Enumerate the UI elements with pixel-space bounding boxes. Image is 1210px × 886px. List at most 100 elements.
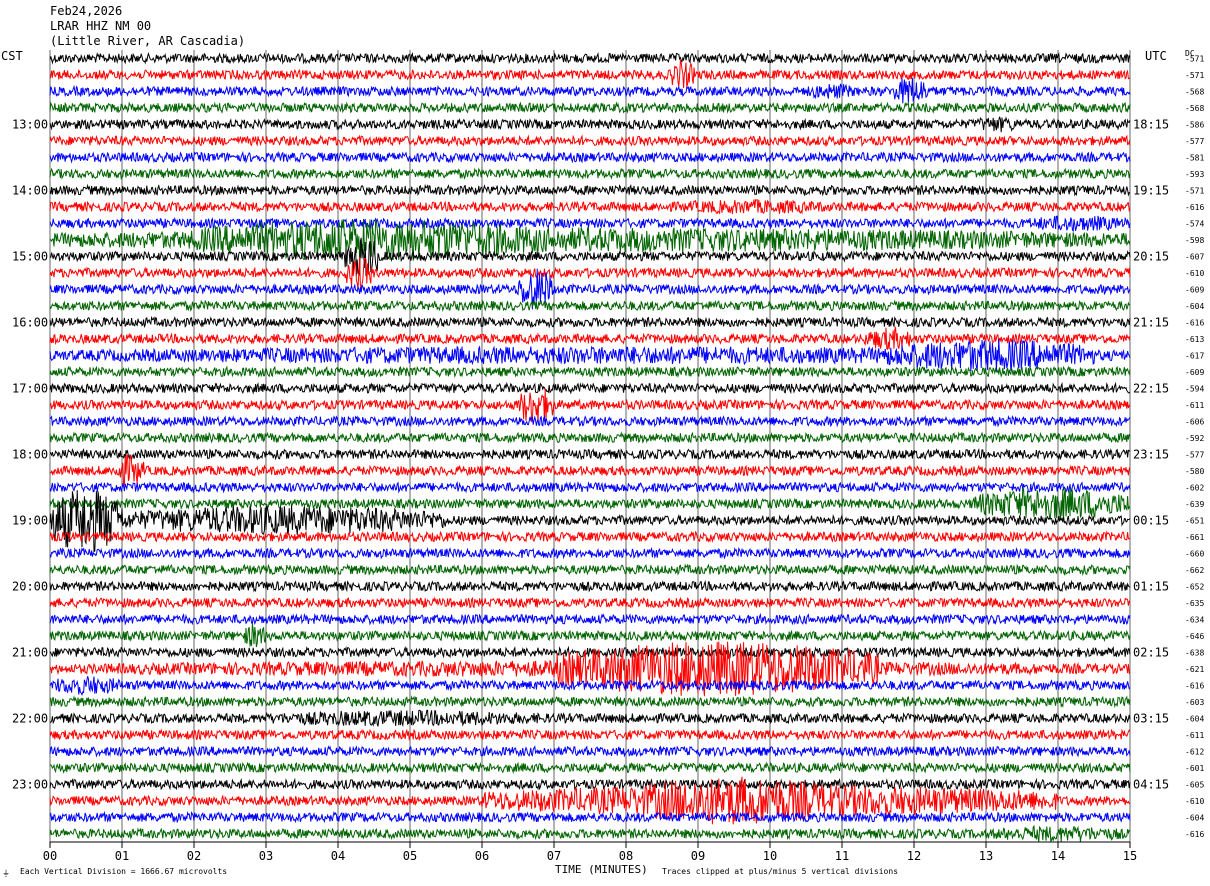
x-axis-title: TIME (MINUTES): [555, 863, 648, 876]
seismic-trace: [49, 709, 1131, 728]
dc-offset-label: -638: [1185, 648, 1204, 657]
x-tick-label: 06: [475, 849, 489, 863]
seismic-trace: [49, 447, 1131, 461]
clipping-note: Traces clipped at plus/minus 5 vertical …: [662, 867, 899, 876]
seismic-trace: [49, 365, 1131, 379]
dc-offset-label: -568: [1185, 104, 1204, 113]
seismic-trace: [49, 676, 1131, 696]
x-tick-label: 15: [1123, 849, 1137, 863]
seismic-trace: [49, 563, 1131, 577]
local-hour-label: 21:00: [12, 645, 48, 659]
x-tick-label: 05: [403, 849, 417, 863]
seismic-trace: [49, 431, 1131, 444]
local-hour-label: 15:00: [12, 249, 48, 263]
seismic-trace: [49, 315, 1131, 329]
seismic-trace: [49, 215, 1131, 233]
utc-hour-label: 02:15: [1133, 645, 1169, 659]
utc-hour-label: 00:15: [1133, 513, 1169, 527]
seismic-trace: [49, 695, 1131, 709]
dc-offset-label: -639: [1185, 500, 1204, 509]
seismic-trace: [49, 728, 1131, 742]
seismic-trace: [49, 623, 1131, 648]
dc-offset-label: -592: [1185, 434, 1204, 443]
dc-offset-label: -651: [1185, 516, 1204, 525]
seismic-trace: [49, 60, 1131, 89]
dc-offset-label: -604: [1185, 813, 1204, 822]
dc-offset-label: -598: [1185, 236, 1204, 245]
seismic-trace: [49, 134, 1131, 148]
x-tick-label: 04: [331, 849, 345, 863]
x-tick-label: 02: [187, 849, 201, 863]
seismic-trace: [49, 167, 1131, 180]
seismic-trace: [49, 381, 1131, 395]
seismic-trace: [49, 150, 1131, 164]
dc-offset-label: -580: [1185, 467, 1204, 476]
utc-hour-label: 19:15: [1133, 183, 1169, 197]
local-hour-label: 13:00: [12, 117, 48, 131]
seismic-trace: [49, 299, 1131, 312]
seismic-trace: [49, 645, 1131, 659]
seismic-trace: [50, 237, 1131, 277]
seismic-trace: [49, 641, 1131, 697]
dc-offset-label: -577: [1185, 137, 1204, 146]
x-tick-label: 07: [547, 849, 561, 863]
dc-offset-label: -613: [1185, 335, 1204, 344]
scale-icon: ⏚: [2, 869, 10, 878]
dc-offset-label: -621: [1185, 665, 1204, 674]
dc-offset-label: -571: [1185, 71, 1204, 80]
dc-offset-label: -605: [1185, 780, 1204, 789]
seismic-trace: [49, 490, 1131, 553]
utc-hour-label: 03:15: [1133, 711, 1169, 725]
left-timezone-label: CST: [1, 49, 23, 63]
dc-offset-label: -571: [1185, 186, 1204, 195]
seismic-trace: [49, 777, 1131, 791]
local-hour-label: 14:00: [12, 183, 48, 197]
seismic-trace: [49, 810, 1131, 824]
dc-offset-label: -609: [1185, 285, 1204, 294]
seismic-trace: [49, 824, 1131, 842]
utc-hour-label: 20:15: [1133, 249, 1169, 263]
seismic-trace: [49, 596, 1131, 609]
utc-hour-label: 22:15: [1133, 381, 1169, 395]
seismic-trace: [49, 77, 1131, 104]
utc-hour-label: 18:15: [1133, 117, 1169, 131]
seismic-trace: [49, 268, 1131, 310]
x-tick-label: 08: [619, 849, 633, 863]
utc-hour-label: 23:15: [1133, 447, 1169, 461]
seismic-trace: [49, 454, 1131, 488]
x-tick-label: 13: [979, 849, 993, 863]
utc-hour-label: 21:15: [1133, 315, 1169, 329]
dc-offset-label: -601: [1185, 764, 1204, 773]
dc-offset-label: -594: [1185, 384, 1204, 393]
seismic-trace: [49, 339, 1131, 372]
dc-offset-label: -604: [1185, 302, 1204, 311]
seismic-trace: [49, 414, 1131, 428]
dc-offset-label: -610: [1185, 797, 1204, 806]
seismic-trace: [49, 744, 1131, 758]
dc-offset-label: -574: [1185, 219, 1204, 228]
dc-offset-label: -603: [1185, 698, 1204, 707]
plot-date: Feb24,2026: [50, 4, 123, 18]
dc-offset-label: -616: [1185, 681, 1204, 690]
seismic-trace: [49, 183, 1131, 197]
dc-offset-label: -660: [1185, 549, 1204, 558]
dc-column-label: DC: [1185, 49, 1195, 58]
dc-offset-label: -577: [1185, 450, 1204, 459]
dc-offset-label: -662: [1185, 566, 1204, 575]
seismic-trace: [49, 199, 1131, 215]
dc-offset-label: -586: [1185, 120, 1204, 129]
dc-offset-label: -604: [1185, 714, 1204, 723]
seismic-trace: [49, 776, 1131, 825]
dc-offset-label: -652: [1185, 582, 1204, 591]
local-hour-label: 17:00: [12, 381, 48, 395]
local-hour-label: 16:00: [12, 315, 48, 329]
seismic-trace: [49, 579, 1131, 593]
seismic-trace: [49, 256, 1131, 289]
dc-offset-label: -568: [1185, 87, 1204, 96]
dc-offset-label: -616: [1185, 318, 1204, 327]
x-tick-label: 12: [907, 849, 921, 863]
station-location: (Little River, AR Cascadia): [50, 34, 246, 48]
x-tick-label: 00: [43, 849, 57, 863]
dc-offset-label: -616: [1185, 203, 1204, 212]
